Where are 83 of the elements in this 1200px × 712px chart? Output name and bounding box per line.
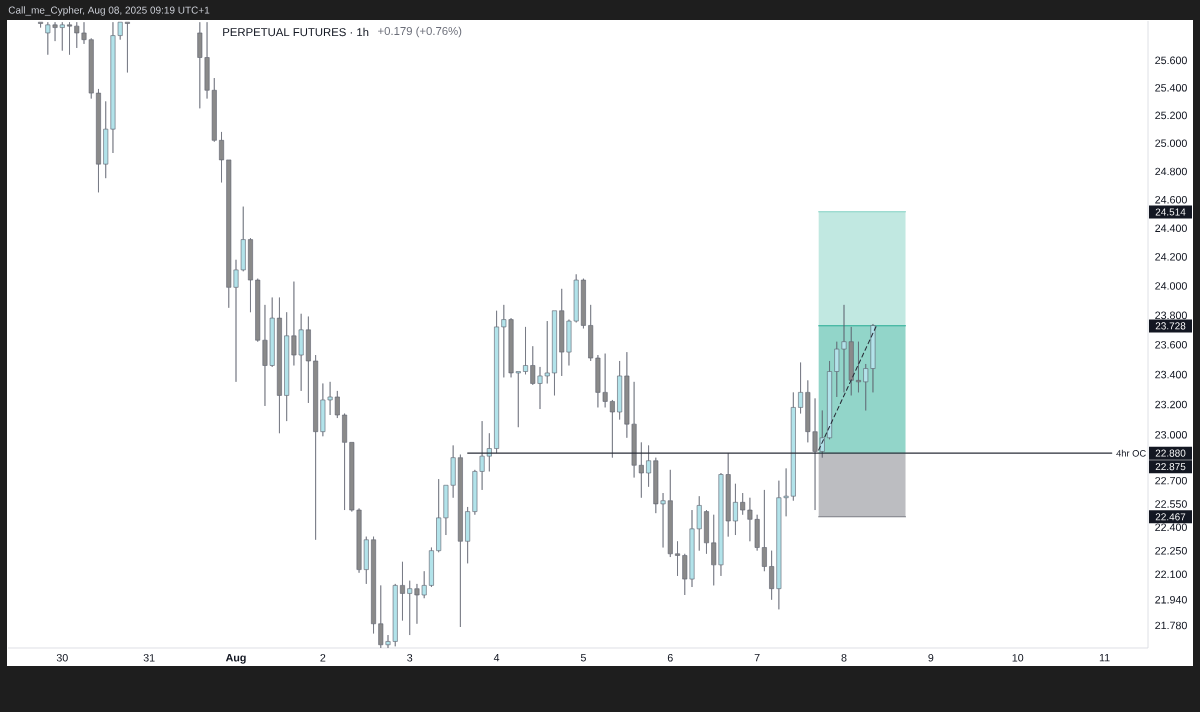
candlestick xyxy=(856,341,861,393)
y-tick-label: 21.780 xyxy=(1155,621,1187,630)
candlestick xyxy=(276,297,282,434)
candlestick xyxy=(67,21,72,55)
candlestick xyxy=(769,550,775,601)
candlestick xyxy=(588,304,594,362)
x-tick-label: 30 xyxy=(56,654,68,662)
x-tick-label: 11 xyxy=(1099,654,1110,662)
candlestick xyxy=(334,390,340,419)
annotation: 23.728 xyxy=(1155,322,1186,330)
candlestick xyxy=(400,561,405,621)
y-tick-label: 22.700 xyxy=(1155,476,1187,485)
candlestick xyxy=(761,489,767,572)
candlestick xyxy=(284,311,290,422)
candlestick xyxy=(609,399,615,458)
text: 22.875 xyxy=(1155,463,1186,471)
y-tick-label: 23.600 xyxy=(1155,340,1187,349)
y-tick-label: 24.800 xyxy=(1155,167,1187,176)
x-tick-label: 31 xyxy=(143,654,155,662)
series-label: 4hr OC xyxy=(1116,449,1146,457)
y-tick-label: 25.400 xyxy=(1155,84,1187,92)
y-tick-label: 24.000 xyxy=(1155,282,1187,290)
annotation: 22.467 xyxy=(1155,513,1186,521)
candlestick xyxy=(552,310,557,396)
candlestick xyxy=(38,21,44,28)
candlestick xyxy=(457,454,463,628)
y-tick-label: 25.600 xyxy=(1155,56,1187,65)
candlestick xyxy=(580,278,586,329)
y-tick-label: 23.400 xyxy=(1155,370,1187,379)
y-tick-label: 24.600 xyxy=(1155,195,1187,204)
x-tick-label: 3 xyxy=(407,654,413,662)
y-tick-label: 22.250 xyxy=(1155,546,1187,555)
candlestick xyxy=(494,310,500,454)
candlestick xyxy=(219,131,224,183)
candlestick xyxy=(96,88,101,193)
y-tick-label: 22.400 xyxy=(1155,523,1187,532)
candlestick xyxy=(827,360,832,440)
x-tick-label: 7 xyxy=(754,654,760,662)
x-tick-label: Aug xyxy=(225,654,246,664)
candlestick xyxy=(313,354,319,541)
y-tick-label: 22.100 xyxy=(1155,570,1187,579)
candlestick xyxy=(790,392,796,501)
y-tick-label: 24.200 xyxy=(1155,253,1187,261)
candlestick xyxy=(573,274,579,323)
candlestick xyxy=(255,278,261,342)
x-tick-label: 5 xyxy=(580,654,586,662)
candlestick xyxy=(740,492,746,516)
candlestick xyxy=(349,442,355,512)
candlestick xyxy=(371,536,376,634)
x-tick-label: 9 xyxy=(928,654,934,662)
y-tick-label: 22.550 xyxy=(1155,500,1187,508)
candlestick xyxy=(646,445,652,488)
candlestick xyxy=(798,362,804,414)
text: Call_me_Cypher, Aug 08, 2025 09:19 UTC+1 xyxy=(8,6,210,16)
y-tick-label: 23.000 xyxy=(1155,431,1187,439)
candlestick xyxy=(465,506,471,564)
chart-title: PERPETUAL FUTURES · 1h xyxy=(223,27,369,37)
x-tick-label: 4 xyxy=(493,654,500,662)
annotation: 24.514 xyxy=(1155,208,1186,216)
candlestick xyxy=(342,413,348,511)
x-tick-label: 6 xyxy=(667,654,673,662)
candlestick xyxy=(638,442,644,499)
y-tick-label: 21.940 xyxy=(1155,595,1187,604)
x-tick-label: 10 xyxy=(1012,654,1024,662)
x-tick-label: 8 xyxy=(841,654,847,662)
y-tick-label: 25.200 xyxy=(1155,111,1187,120)
candlestick xyxy=(124,21,130,73)
candlestick xyxy=(675,540,680,577)
y-tick-label: 23.200 xyxy=(1155,400,1187,409)
chart-subtitle: +0.179 (+0.76%) xyxy=(378,26,462,38)
y-tick-label: 25.000 xyxy=(1155,139,1187,147)
candlestick xyxy=(523,326,528,375)
y-tick-label: 23.800 xyxy=(1155,311,1187,320)
candlestick xyxy=(305,316,311,404)
x-tick-label: 2 xyxy=(320,654,326,662)
y-tick-label: 24.400 xyxy=(1155,224,1187,232)
annotation: 22.880 xyxy=(1155,449,1186,457)
candlestick xyxy=(248,237,253,313)
candlestick xyxy=(617,360,623,420)
candlestick xyxy=(704,509,709,555)
candlestick xyxy=(436,478,442,553)
candlestick xyxy=(428,547,434,588)
candlestick xyxy=(732,483,738,536)
